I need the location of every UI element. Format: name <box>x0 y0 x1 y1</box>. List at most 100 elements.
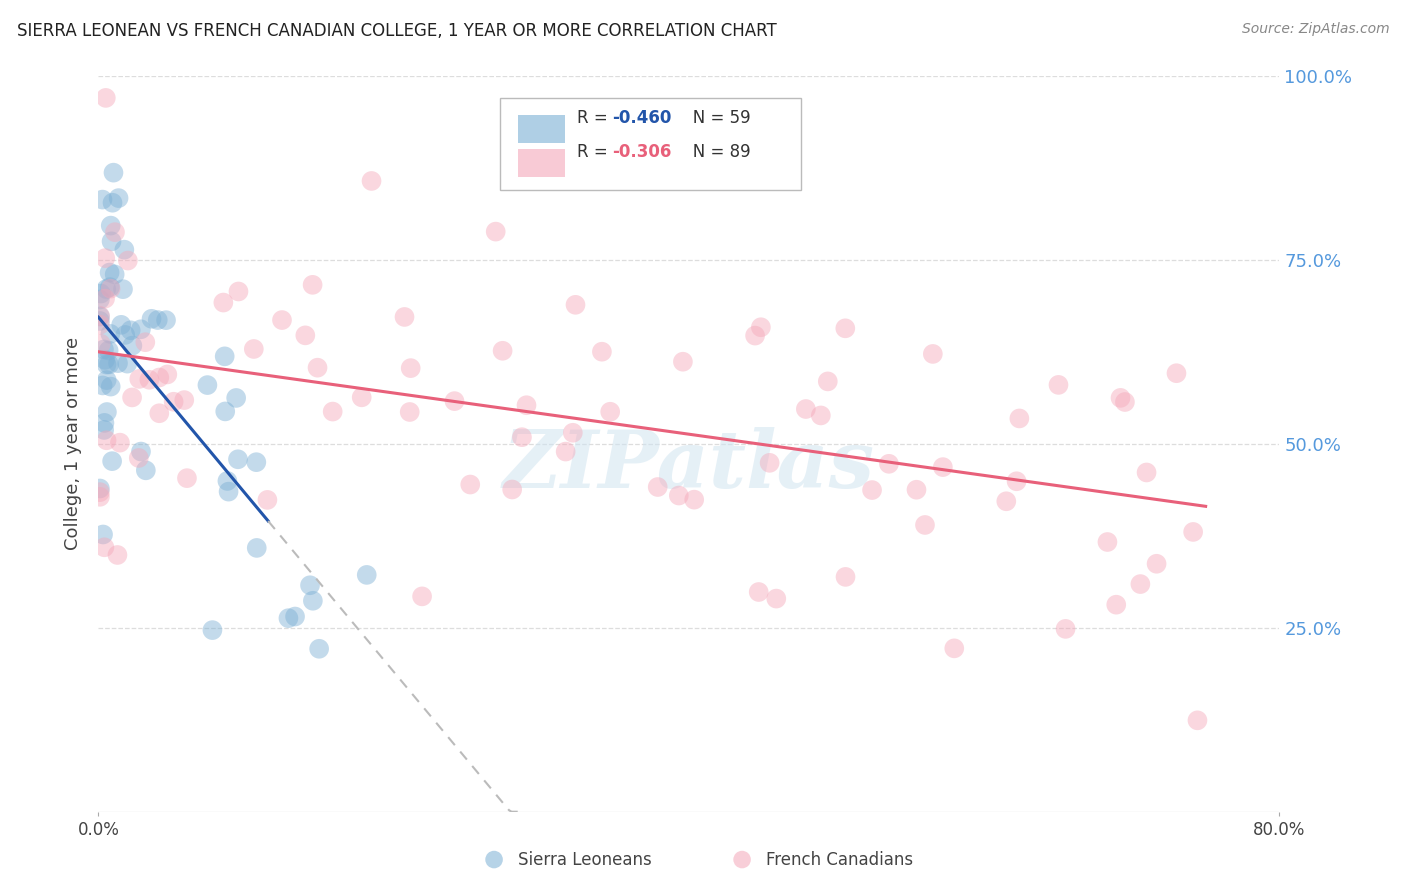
Point <box>794 402 817 417</box>
Point <box>94 292 117 306</box>
Point <box>89 293 111 307</box>
Point <box>94 251 117 265</box>
Point <box>128 450 150 465</box>
Point <box>100 282 122 296</box>
Point <box>491 343 513 358</box>
Point <box>101 454 124 468</box>
Point <box>277 611 299 625</box>
Point <box>100 235 122 249</box>
Point <box>226 452 249 467</box>
Point <box>89 309 111 323</box>
Point <box>155 313 177 327</box>
Point <box>107 548 129 562</box>
Point <box>129 444 152 458</box>
Point <box>90 286 112 301</box>
Point <box>360 174 382 188</box>
Point <box>104 268 127 282</box>
Point <box>298 578 321 592</box>
Point <box>932 460 955 475</box>
Text: R =: R = <box>576 109 613 127</box>
Point <box>100 326 122 341</box>
Point <box>905 483 928 497</box>
Point <box>107 191 129 205</box>
Point <box>245 455 267 469</box>
Point <box>121 338 143 352</box>
Point <box>111 282 134 296</box>
Point <box>683 492 706 507</box>
Point <box>647 480 669 494</box>
Text: Source: ZipAtlas.com: Source: ZipAtlas.com <box>1241 22 1389 37</box>
Point <box>271 313 294 327</box>
Point <box>243 342 266 356</box>
Point <box>443 394 465 409</box>
Point <box>93 541 115 555</box>
Point <box>90 336 112 351</box>
Point <box>228 285 250 299</box>
Point <box>148 406 170 420</box>
Text: -0.460: -0.460 <box>612 109 672 127</box>
Point <box>891 853 914 867</box>
Point <box>141 311 163 326</box>
Point <box>214 349 236 363</box>
Point <box>162 394 184 409</box>
Point <box>1135 466 1157 480</box>
Point <box>356 568 378 582</box>
Y-axis label: College, 1 year or more: College, 1 year or more <box>63 337 82 550</box>
Point <box>112 243 135 257</box>
Point <box>94 352 117 367</box>
FancyBboxPatch shape <box>517 149 565 178</box>
Point <box>134 335 156 350</box>
Point <box>201 623 224 637</box>
FancyBboxPatch shape <box>501 98 801 190</box>
Point <box>89 314 111 328</box>
Point <box>810 409 832 423</box>
Point <box>91 193 114 207</box>
Point <box>96 434 118 448</box>
Point <box>128 372 150 386</box>
Point <box>284 609 307 624</box>
Point <box>94 91 117 105</box>
Point <box>672 355 695 369</box>
Point <box>256 492 278 507</box>
Point <box>96 405 118 419</box>
Point <box>98 280 121 294</box>
Point <box>758 456 780 470</box>
Point <box>114 327 136 342</box>
Point <box>921 347 943 361</box>
Point <box>834 321 856 335</box>
Point <box>748 585 770 599</box>
Point <box>138 373 160 387</box>
Text: R =: R = <box>576 143 613 161</box>
Point <box>96 358 118 372</box>
Point <box>599 405 621 419</box>
Point <box>765 591 787 606</box>
Point <box>89 485 111 500</box>
Point <box>322 404 344 418</box>
Point <box>1105 598 1128 612</box>
Point <box>943 641 966 656</box>
Point <box>117 357 139 371</box>
Point <box>744 328 766 343</box>
Point <box>89 318 111 332</box>
Point <box>307 360 329 375</box>
Point <box>308 641 330 656</box>
Point <box>834 570 856 584</box>
Point <box>89 490 111 504</box>
Point <box>214 404 236 418</box>
Point <box>995 494 1018 508</box>
Point <box>1047 377 1070 392</box>
Point <box>1109 391 1132 405</box>
Point <box>129 322 152 336</box>
Point <box>93 423 115 437</box>
Text: ZIPatlas: ZIPatlas <box>503 427 875 505</box>
Point <box>510 430 533 444</box>
Point <box>93 343 115 357</box>
Point <box>104 225 127 239</box>
Point <box>91 378 114 392</box>
Point <box>398 405 420 419</box>
Point <box>120 323 142 337</box>
Text: -0.306: -0.306 <box>612 143 672 161</box>
Text: Sierra Leoneans: Sierra Leoneans <box>517 851 651 869</box>
Point <box>176 471 198 485</box>
Point <box>302 593 325 607</box>
